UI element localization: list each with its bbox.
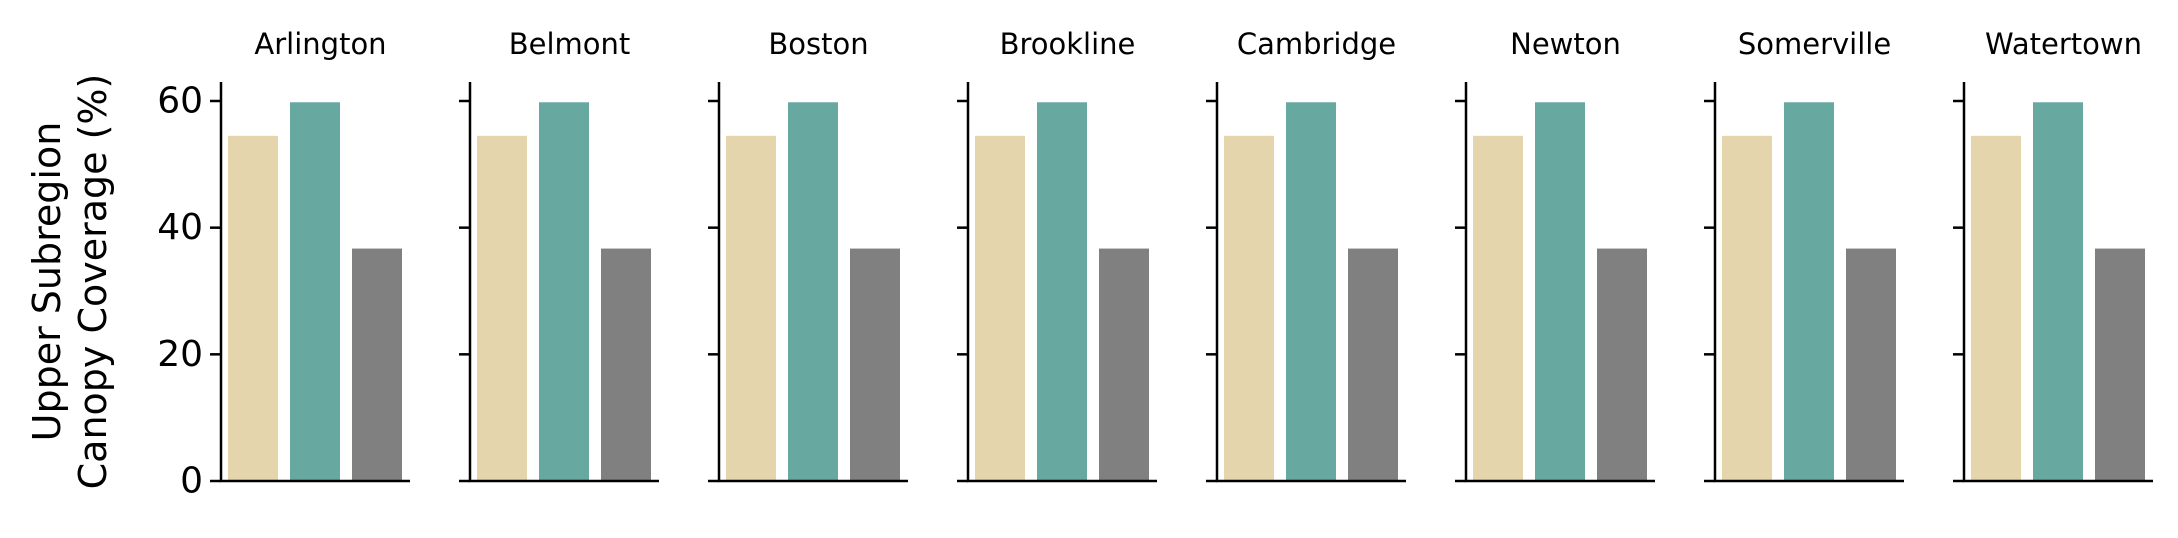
panel-arlington: 0 20 40 60 Arlington	[157, 27, 410, 502]
panel-title: Somerville	[1738, 27, 1891, 61]
y-axis-label-group: Upper SubregionCanopy Coverage (%)	[25, 74, 115, 490]
bar	[539, 102, 589, 482]
panel-somerville: Somerville	[1704, 27, 1904, 483]
panel-title: Boston	[768, 27, 868, 61]
panel-newton: Newton	[1455, 27, 1655, 483]
bar	[290, 102, 340, 482]
panel-title: Brookline	[1000, 27, 1136, 61]
panel-title: Newton	[1510, 27, 1621, 61]
bar	[1722, 135, 1772, 482]
y-tick-label: 60	[157, 81, 203, 122]
bar	[1099, 248, 1149, 481]
y-tick-label: 20	[157, 334, 203, 375]
bar	[2095, 248, 2145, 481]
panel-brookline: Brookline	[957, 27, 1157, 483]
bar	[1224, 135, 1274, 482]
bar	[228, 135, 278, 482]
panels: 0 20 40 60 Arlington Belmont Boston Brookline Ca…	[157, 27, 2153, 502]
panel-cambridge: Cambridge	[1206, 27, 1406, 483]
panel-title: Watertown	[1985, 27, 2142, 61]
bar	[1473, 135, 1523, 482]
panel-title: Belmont	[509, 27, 631, 61]
bar	[1535, 102, 1585, 482]
bar	[1037, 102, 1087, 482]
bar	[601, 248, 651, 481]
bar	[1597, 248, 1647, 481]
y-axis-label-line: Upper Subregion	[25, 122, 69, 442]
y-tick-label: 0	[180, 461, 203, 502]
bar	[850, 248, 900, 481]
panel-boston: Boston	[708, 27, 908, 483]
panel-belmont: Belmont	[459, 27, 659, 483]
bar	[726, 135, 776, 482]
bar	[975, 135, 1025, 482]
bar	[1971, 135, 2021, 482]
panel-title: Cambridge	[1237, 27, 1396, 61]
bar	[477, 135, 527, 482]
bar	[1784, 102, 1834, 482]
bar	[1286, 102, 1336, 482]
bar	[1348, 248, 1398, 481]
bar	[1846, 248, 1896, 481]
y-tick-label: 40	[157, 207, 203, 248]
panel-watertown: Watertown	[1953, 27, 2153, 483]
panel-title: Arlington	[254, 27, 386, 61]
bar	[352, 248, 402, 481]
bar	[2033, 102, 2083, 482]
y-axis-label-line: Canopy Coverage (%)	[71, 74, 115, 490]
bar	[788, 102, 838, 482]
y-axis-label: Upper SubregionCanopy Coverage (%)	[25, 74, 115, 490]
